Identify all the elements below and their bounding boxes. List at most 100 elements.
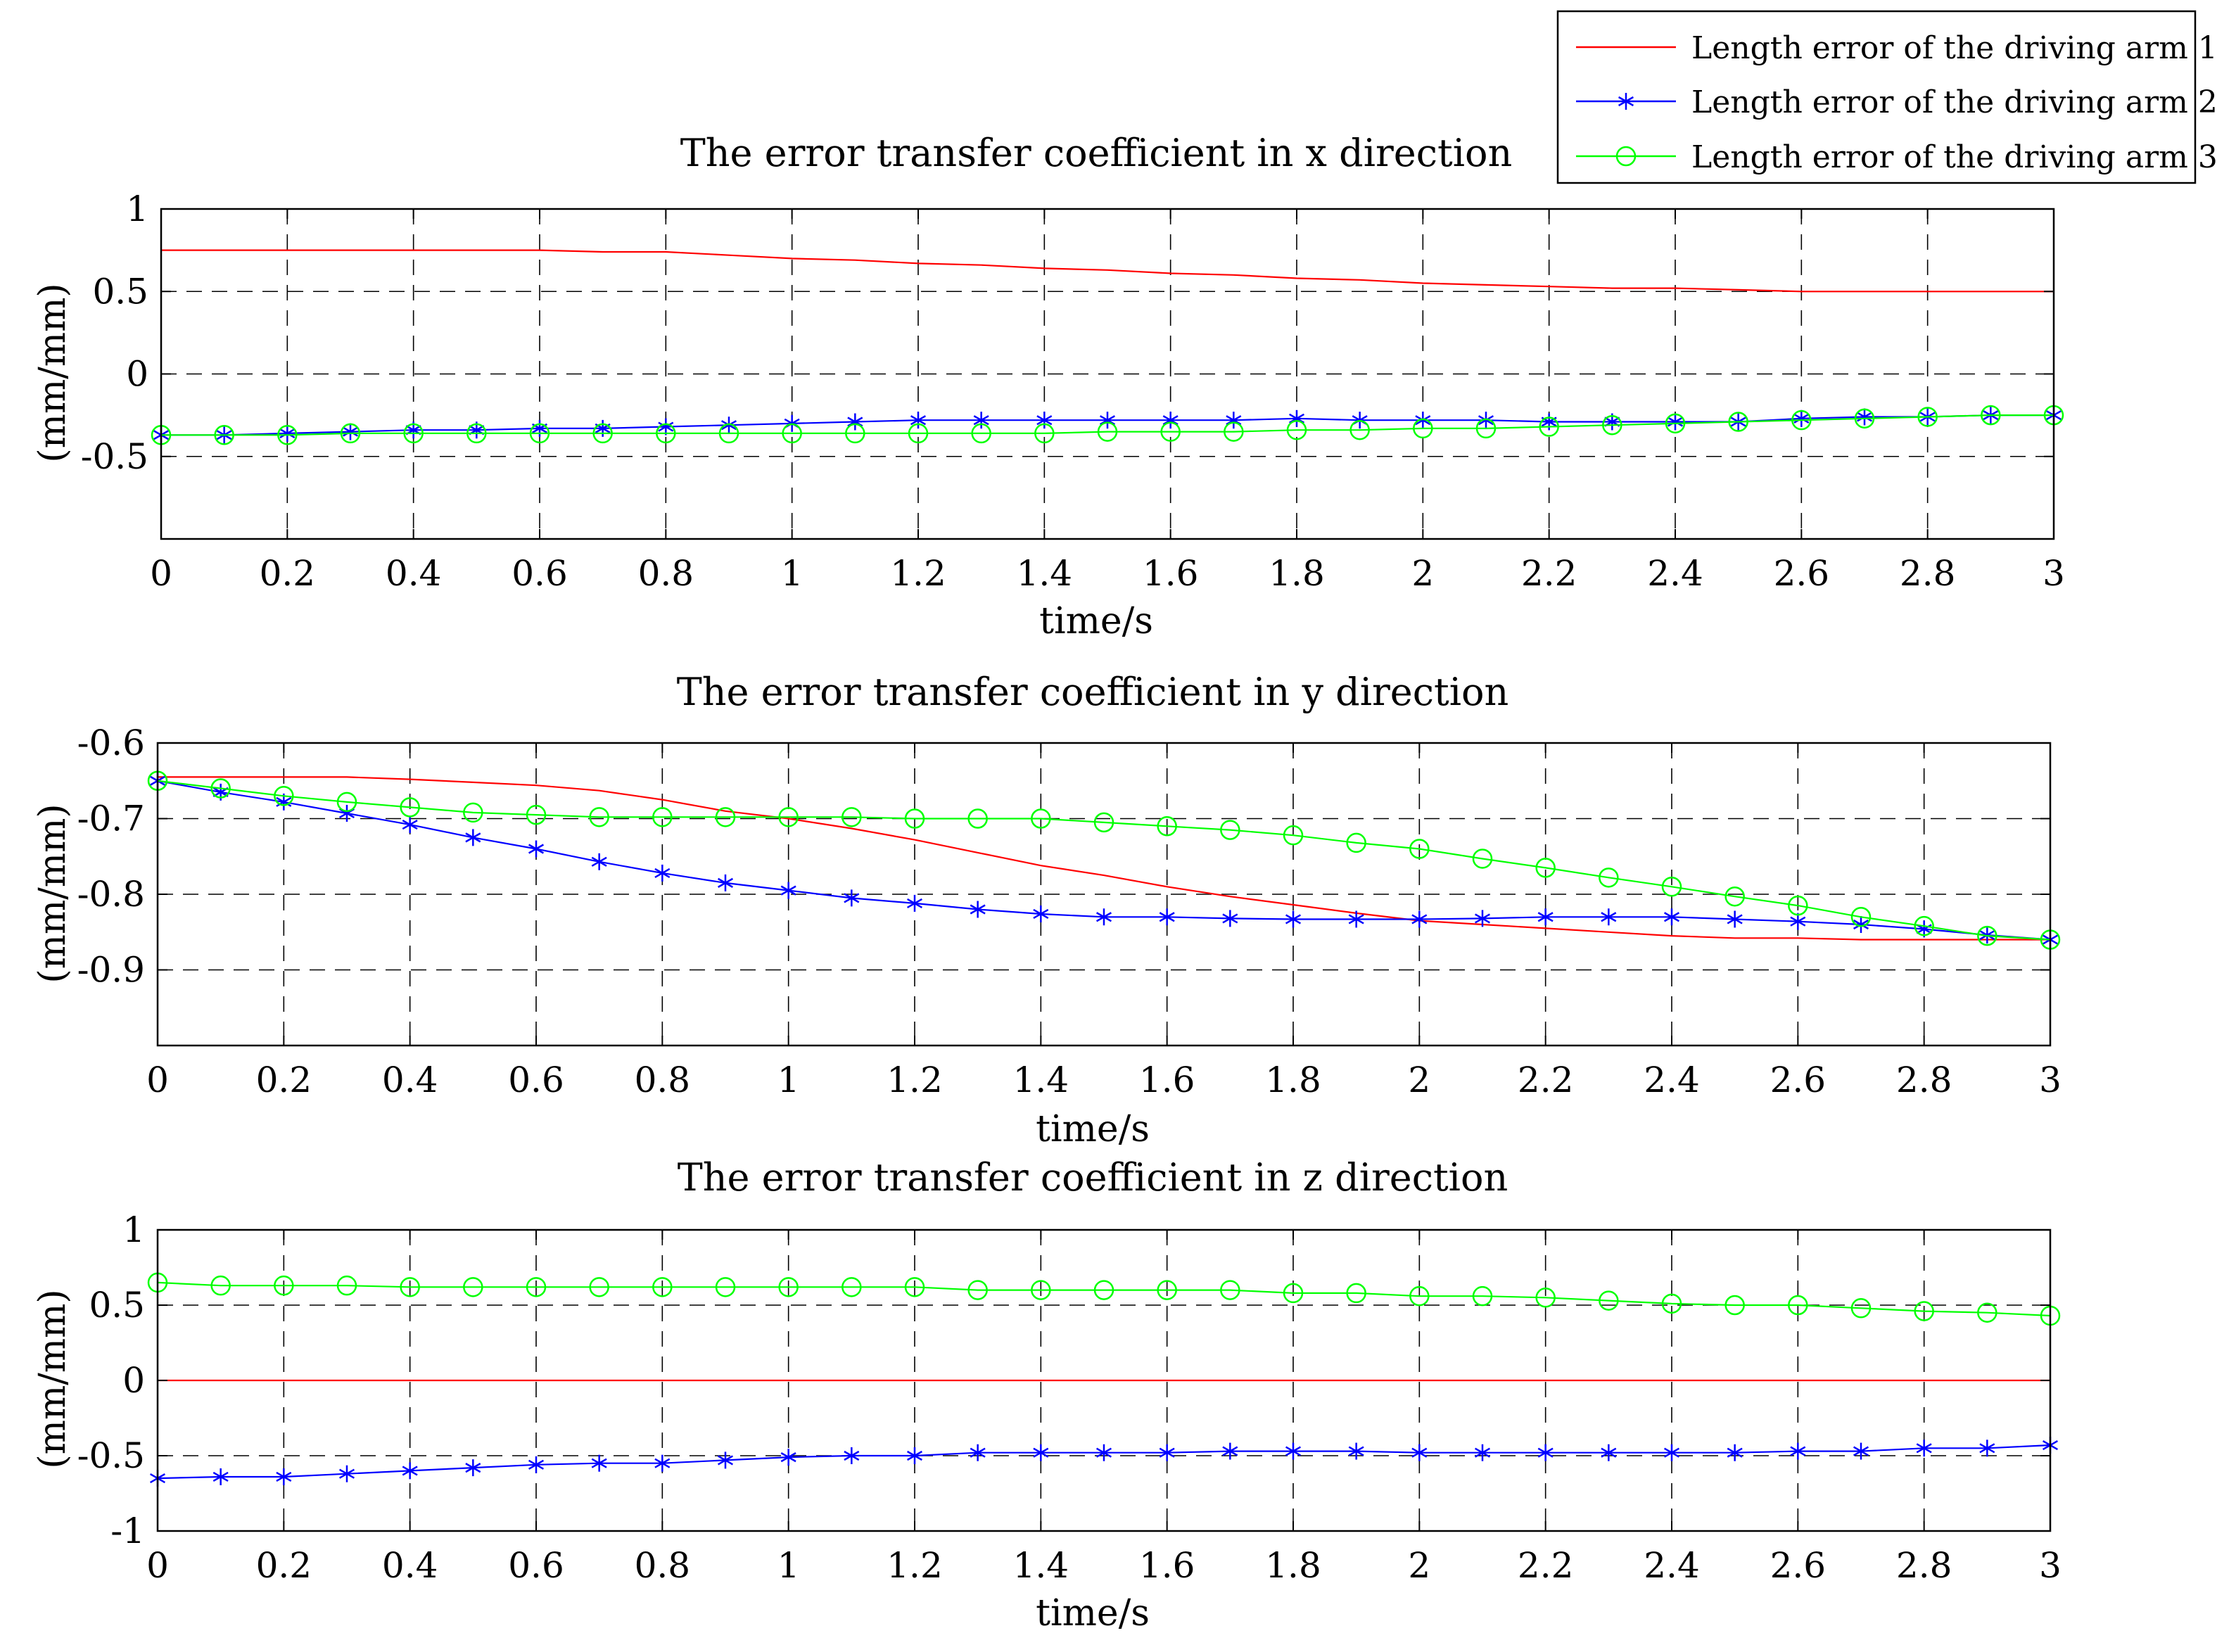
data-point-circle — [210, 778, 231, 799]
x-tick-label: 1.6 — [1143, 553, 1199, 594]
data-point-circle — [277, 425, 298, 445]
subplot-x-direction: The error transfer coefficient in x dire… — [32, 131, 2065, 642]
y-tick-label: -0.5 — [77, 1435, 145, 1476]
data-point-circle — [652, 807, 673, 827]
data-point-circle — [403, 423, 424, 444]
data-point-circle — [715, 1277, 736, 1297]
x-axis-label: time/s — [1036, 1592, 1150, 1634]
x-tick-label: 0.2 — [256, 1545, 312, 1586]
data-point-circle — [336, 792, 357, 813]
data-point-circle — [778, 807, 799, 827]
x-tick-label: 2.6 — [1774, 553, 1830, 594]
data-point-asterisk — [1033, 1444, 1049, 1461]
series-line — [157, 780, 2051, 941]
data-point-asterisk — [1790, 913, 1806, 930]
data-point-circle — [1346, 1283, 1366, 1304]
data-point-circle — [1535, 858, 1556, 878]
x-tick-label: 0.8 — [635, 1545, 691, 1586]
data-point-circle — [1661, 1293, 1682, 1314]
data-point-asterisk — [1033, 905, 1049, 922]
data-point-circle — [1539, 417, 1559, 437]
data-point-asterisk — [1979, 1440, 1995, 1457]
x-tick-label: 1.6 — [1139, 1545, 1195, 1586]
y-tick-label: 1 — [122, 1209, 145, 1250]
data-point-asterisk — [465, 1459, 481, 1477]
x-tick-label: 1 — [781, 553, 803, 594]
y-tick-label: 1 — [126, 189, 148, 229]
data-point-asterisk — [1222, 910, 1238, 927]
data-point-asterisk — [717, 1451, 734, 1469]
x-tick-label: 1 — [777, 1060, 800, 1100]
series-arm-3 — [147, 770, 2061, 950]
data-point-circle — [1093, 1280, 1114, 1300]
data-point-circle — [589, 1277, 609, 1297]
data-point-circle — [210, 1275, 231, 1296]
data-point-asterisk — [1790, 1442, 1806, 1460]
data-point-asterisk — [342, 423, 359, 440]
data-point-circle — [1599, 868, 1619, 888]
data-point-asterisk — [717, 874, 734, 891]
data-point-circle — [274, 1275, 294, 1296]
data-point-circle — [1602, 414, 1622, 436]
data-point-circle — [1850, 907, 1872, 927]
legend-entry-arm-1: Length error of the driving arm 1 — [1576, 30, 2217, 66]
subplot-y-direction: The error transfer coefficient in y dire… — [32, 670, 2062, 1150]
series-arm-3 — [147, 1272, 2061, 1326]
data-point-circle — [526, 804, 547, 825]
data-point-asterisk — [1601, 908, 1617, 926]
data-point-circle — [1409, 1285, 1430, 1307]
data-point-circle — [1031, 1280, 1051, 1300]
data-point-circle — [778, 1277, 799, 1297]
data-point-circle — [592, 423, 613, 444]
data-point-circle — [1665, 413, 1686, 434]
x-tick-label: 2.2 — [1518, 1545, 1574, 1586]
data-point-asterisk — [780, 1449, 796, 1466]
legend-marker-asterisk — [1618, 93, 1634, 110]
data-point-circle — [1724, 1295, 1745, 1316]
data-point-asterisk — [780, 882, 796, 899]
data-point-circle — [463, 802, 483, 823]
data-point-circle — [967, 1280, 988, 1300]
x-axis-label: time/s — [1036, 1108, 1150, 1150]
x-tick-label: 1.8 — [1265, 1545, 1321, 1586]
x-tick-label: 0.8 — [635, 1060, 691, 1100]
chart-title: The error transfer coefficient in z dire… — [678, 1155, 1508, 1200]
x-tick-label: 2.4 — [1644, 1545, 1700, 1586]
x-tick-label: 2.4 — [1644, 1060, 1700, 1100]
x-tick-label: 2 — [1408, 1545, 1430, 1586]
data-point-circle — [1475, 418, 1497, 439]
series-arm-1 — [158, 776, 2050, 941]
x-tick-label: 2.6 — [1770, 1545, 1827, 1586]
data-point-asterisk — [276, 1468, 292, 1485]
data-point-circle — [1724, 886, 1745, 907]
data-point-circle — [1981, 405, 2001, 426]
data-point-circle — [466, 423, 487, 444]
data-point-circle — [1220, 1280, 1240, 1300]
data-point-circle — [1160, 421, 1181, 442]
data-point-asterisk — [528, 840, 545, 858]
data-point-asterisk — [1727, 1444, 1743, 1461]
data-point-circle — [1472, 1285, 1493, 1307]
data-point-circle — [214, 425, 234, 445]
y-tick-label: 0 — [126, 354, 148, 395]
data-point-circle — [1661, 877, 1682, 897]
data-point-asterisk — [654, 1454, 671, 1472]
x-tick-label: 1.4 — [1017, 553, 1073, 594]
y-tick-label: -0.6 — [77, 723, 145, 763]
data-point-circle — [340, 423, 361, 444]
series-line — [161, 249, 2054, 293]
y-tick-label: -0.8 — [77, 874, 145, 915]
x-tick-label: 3 — [2039, 1545, 2062, 1586]
data-point-circle — [274, 786, 294, 806]
data-point-asterisk — [906, 894, 923, 912]
data-point-asterisk — [402, 1462, 418, 1480]
data-point-asterisk — [528, 1456, 545, 1473]
data-point-asterisk — [465, 829, 481, 846]
data-point-asterisk — [906, 1447, 923, 1464]
x-tick-label: 1.2 — [887, 1545, 943, 1586]
data-point-asterisk — [1856, 408, 1873, 426]
data-point-circle — [400, 797, 420, 818]
x-tick-label: 0.4 — [382, 1545, 438, 1586]
x-tick-label: 0 — [146, 1060, 169, 1100]
data-point-asterisk — [1348, 1442, 1364, 1460]
